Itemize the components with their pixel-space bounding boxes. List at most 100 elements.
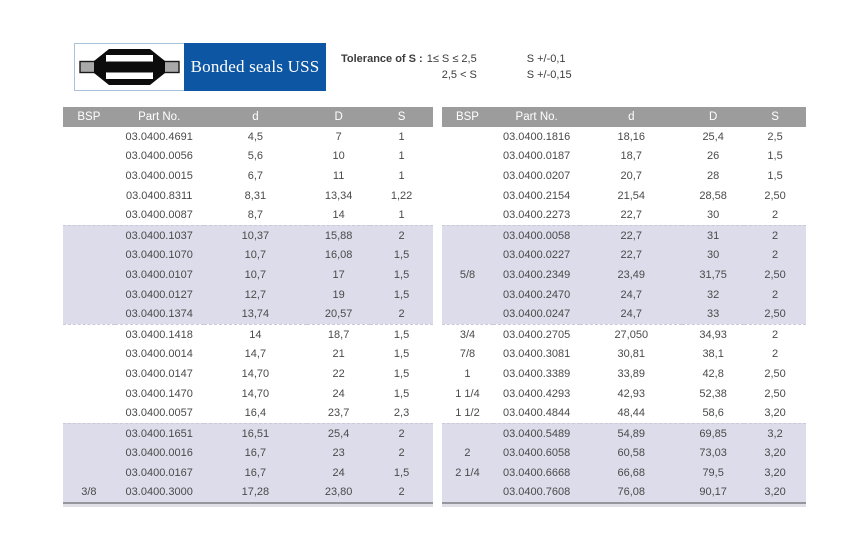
cell-bsp xyxy=(63,364,115,384)
column-header-d-inner: d xyxy=(580,107,683,127)
cell-d-inner: 76,08 xyxy=(617,486,646,499)
cell-d-inner: 42,93 xyxy=(617,387,646,400)
cell-d-outer: 73,03 xyxy=(699,447,727,460)
table-row: 03.0400.0058 22,7 31 2 xyxy=(442,224,806,246)
table-row: 03.0400.1037 10,37 15,88 2 xyxy=(63,224,433,246)
cell-bsp: 2 1/4 xyxy=(455,466,480,479)
cell-bsp xyxy=(63,345,115,365)
cell-d-inner: 23,49 xyxy=(617,268,646,281)
cell-s: 1,5 xyxy=(393,387,410,400)
seals-table-left: BSP Part No. d D S 03.0400.4691 4,5 7 1 03.0400.… xyxy=(63,107,433,505)
cell-d-outer: 24 xyxy=(332,387,345,400)
cell-bsp xyxy=(63,384,115,404)
table-row: 03.0400.0187 18,7 26 1,5 xyxy=(442,147,806,167)
cell-bsp xyxy=(442,147,493,167)
cell-d-outer: 30 xyxy=(707,249,720,262)
cell-bsp xyxy=(442,483,493,504)
table-row: 1 03.0400.3389 33,89 42,8 2,50 xyxy=(442,364,806,384)
cell-part-no: 03.0400.2273 xyxy=(502,209,571,222)
cell-d-inner: 27,050 xyxy=(580,323,683,345)
column-header-bsp: BSP xyxy=(442,107,493,127)
seals-table-right: BSP Part No. d D S 03.0400.1816 18,16 25,4 2,5 0… xyxy=(442,107,806,505)
table-row: 2 1/4 03.0400.6668 66,68 79,5 3,20 xyxy=(442,463,806,483)
table-row: 03.0400.1470 14,70 24 1,5 xyxy=(63,384,433,404)
cell-d-inner: 4,5 xyxy=(247,130,264,143)
cell-s: 2 xyxy=(370,224,433,246)
cell-d-inner: 22,7 xyxy=(620,209,642,222)
cell-part-no: 03.0400.6668 xyxy=(502,466,571,479)
tolerance-label: Tolerance of S : xyxy=(341,53,423,65)
cell-d-inner: 48,44 xyxy=(617,407,646,420)
table-row: 03.0400.0127 12,7 19 1,5 xyxy=(63,284,433,305)
cell-d-inner: 33,89 xyxy=(617,367,646,380)
tolerance-condition-1: 1≤ S ≤ 2,5 xyxy=(426,53,477,65)
table-row: 03.0400.0207 20,7 28 1,5 xyxy=(442,166,806,186)
cell-bsp xyxy=(442,246,493,266)
cell-bsp xyxy=(63,127,115,147)
cell-d-inner: 16,4 xyxy=(244,407,267,420)
table-row: 03.0400.0016 16,7 23 2 xyxy=(63,443,433,464)
cell-bsp xyxy=(63,205,115,225)
table-row: 03.0400.1374 13,74 20,57 2 xyxy=(63,304,433,325)
cell-part-no: 03.0400.0187 xyxy=(502,150,571,163)
cell-part-no: 03.0400.0016 xyxy=(125,447,193,460)
table-row: 03.0400.1070 10,7 16,08 1,5 xyxy=(63,245,433,266)
cell-part-no: 03.0400.7608 xyxy=(502,486,571,499)
cell-part-no: 03.0400.0247 xyxy=(502,308,571,321)
cell-d-outer: 24 xyxy=(332,466,345,479)
cell-bsp xyxy=(442,285,493,305)
table-row: 3/8 03.0400.3000 17,28 23,80 2 xyxy=(63,482,433,504)
cell-part-no: 03.0400.8311 xyxy=(125,189,193,202)
cell-s: 1,5 xyxy=(393,466,410,479)
cell-s: 2,50 xyxy=(764,308,786,321)
product-title-banner: Bonded seals USS xyxy=(184,43,326,91)
cell-d-inner: 18,7 xyxy=(620,150,642,163)
cell-d-outer: 38,1 xyxy=(702,348,724,361)
cell-bsp: 2 xyxy=(464,447,471,460)
table-row: 03.0400.5489 54,89 69,85 3,2 xyxy=(442,422,806,444)
cell-d-inner: 24,7 xyxy=(620,288,642,301)
cell-d-inner: 10,7 xyxy=(244,249,267,262)
table-row: 03.0400.0015 6,7 11 1 xyxy=(63,166,433,186)
tolerance-note: Tolerance of S : 1≤ S ≤ 2,5 S +/-0,1 2,5… xyxy=(341,53,572,81)
cell-part-no: 03.0400.6058 xyxy=(502,447,571,460)
cell-d-outer: 20,57 xyxy=(324,308,353,321)
table-row: 03.0400.0227 22,7 30 2 xyxy=(442,245,806,266)
cell-bsp xyxy=(442,422,493,444)
table-row: 03.0400.1816 18,16 25,4 2,5 xyxy=(442,127,806,147)
cell-s: 2,50 xyxy=(764,367,786,380)
cell-d-outer: 79,5 xyxy=(702,466,724,479)
cell-d-inner: 17,28 xyxy=(241,486,270,499)
cell-part-no: 03.0400.1418 xyxy=(114,323,204,345)
cell-d-inner: 22,7 xyxy=(620,249,642,262)
cell-d-inner: 8,7 xyxy=(247,209,264,222)
cell-part-no: 03.0400.0057 xyxy=(125,407,193,420)
cell-part-no: 03.0400.1651 xyxy=(114,422,204,444)
table-row: 03.0400.0056 5,6 10 1 xyxy=(63,147,433,167)
seal-dimension-tables: BSP Part No. d D S 03.0400.4691 4,5 7 1 03.0400.… xyxy=(63,107,806,505)
table-row: 03.0400.0087 8,7 14 1 xyxy=(63,205,433,225)
cell-part-no: 03.0400.0058 xyxy=(492,224,581,246)
cell-d-inner: 20,7 xyxy=(620,169,642,182)
cell-bsp xyxy=(63,285,115,305)
cell-part-no: 03.0400.4691 xyxy=(125,130,193,143)
header-row: BSP Part No. d D S xyxy=(442,107,806,127)
cell-d-outer: 25,4 xyxy=(702,130,724,143)
cell-d-inner: 6,7 xyxy=(247,169,264,182)
brand-header: Bonded seals USS xyxy=(74,43,326,91)
cell-d-outer: 23 xyxy=(332,447,345,460)
cell-bsp xyxy=(63,186,115,206)
table-row: 03.0400.2154 21,54 28,58 2,50 xyxy=(442,186,806,206)
cell-s: 1,5 xyxy=(393,367,410,380)
cell-s: 2 xyxy=(744,224,806,246)
cell-d-inner: 18,16 xyxy=(617,130,646,143)
cell-d-outer: 7 xyxy=(335,130,342,143)
cell-d-inner: 21,54 xyxy=(617,189,646,202)
cell-bsp: 5/8 xyxy=(459,268,476,281)
cell-d-outer: 18,7 xyxy=(307,323,371,345)
table-row: 1 1/2 03.0400.4844 48,44 58,6 3,20 xyxy=(442,403,806,423)
page-title: Bonded seals USS xyxy=(190,57,320,76)
table-row: 1 1/4 03.0400.4293 42,93 52,38 2,50 xyxy=(442,384,806,404)
column-header-s: S xyxy=(370,107,433,127)
cell-s: 2 xyxy=(771,209,779,222)
